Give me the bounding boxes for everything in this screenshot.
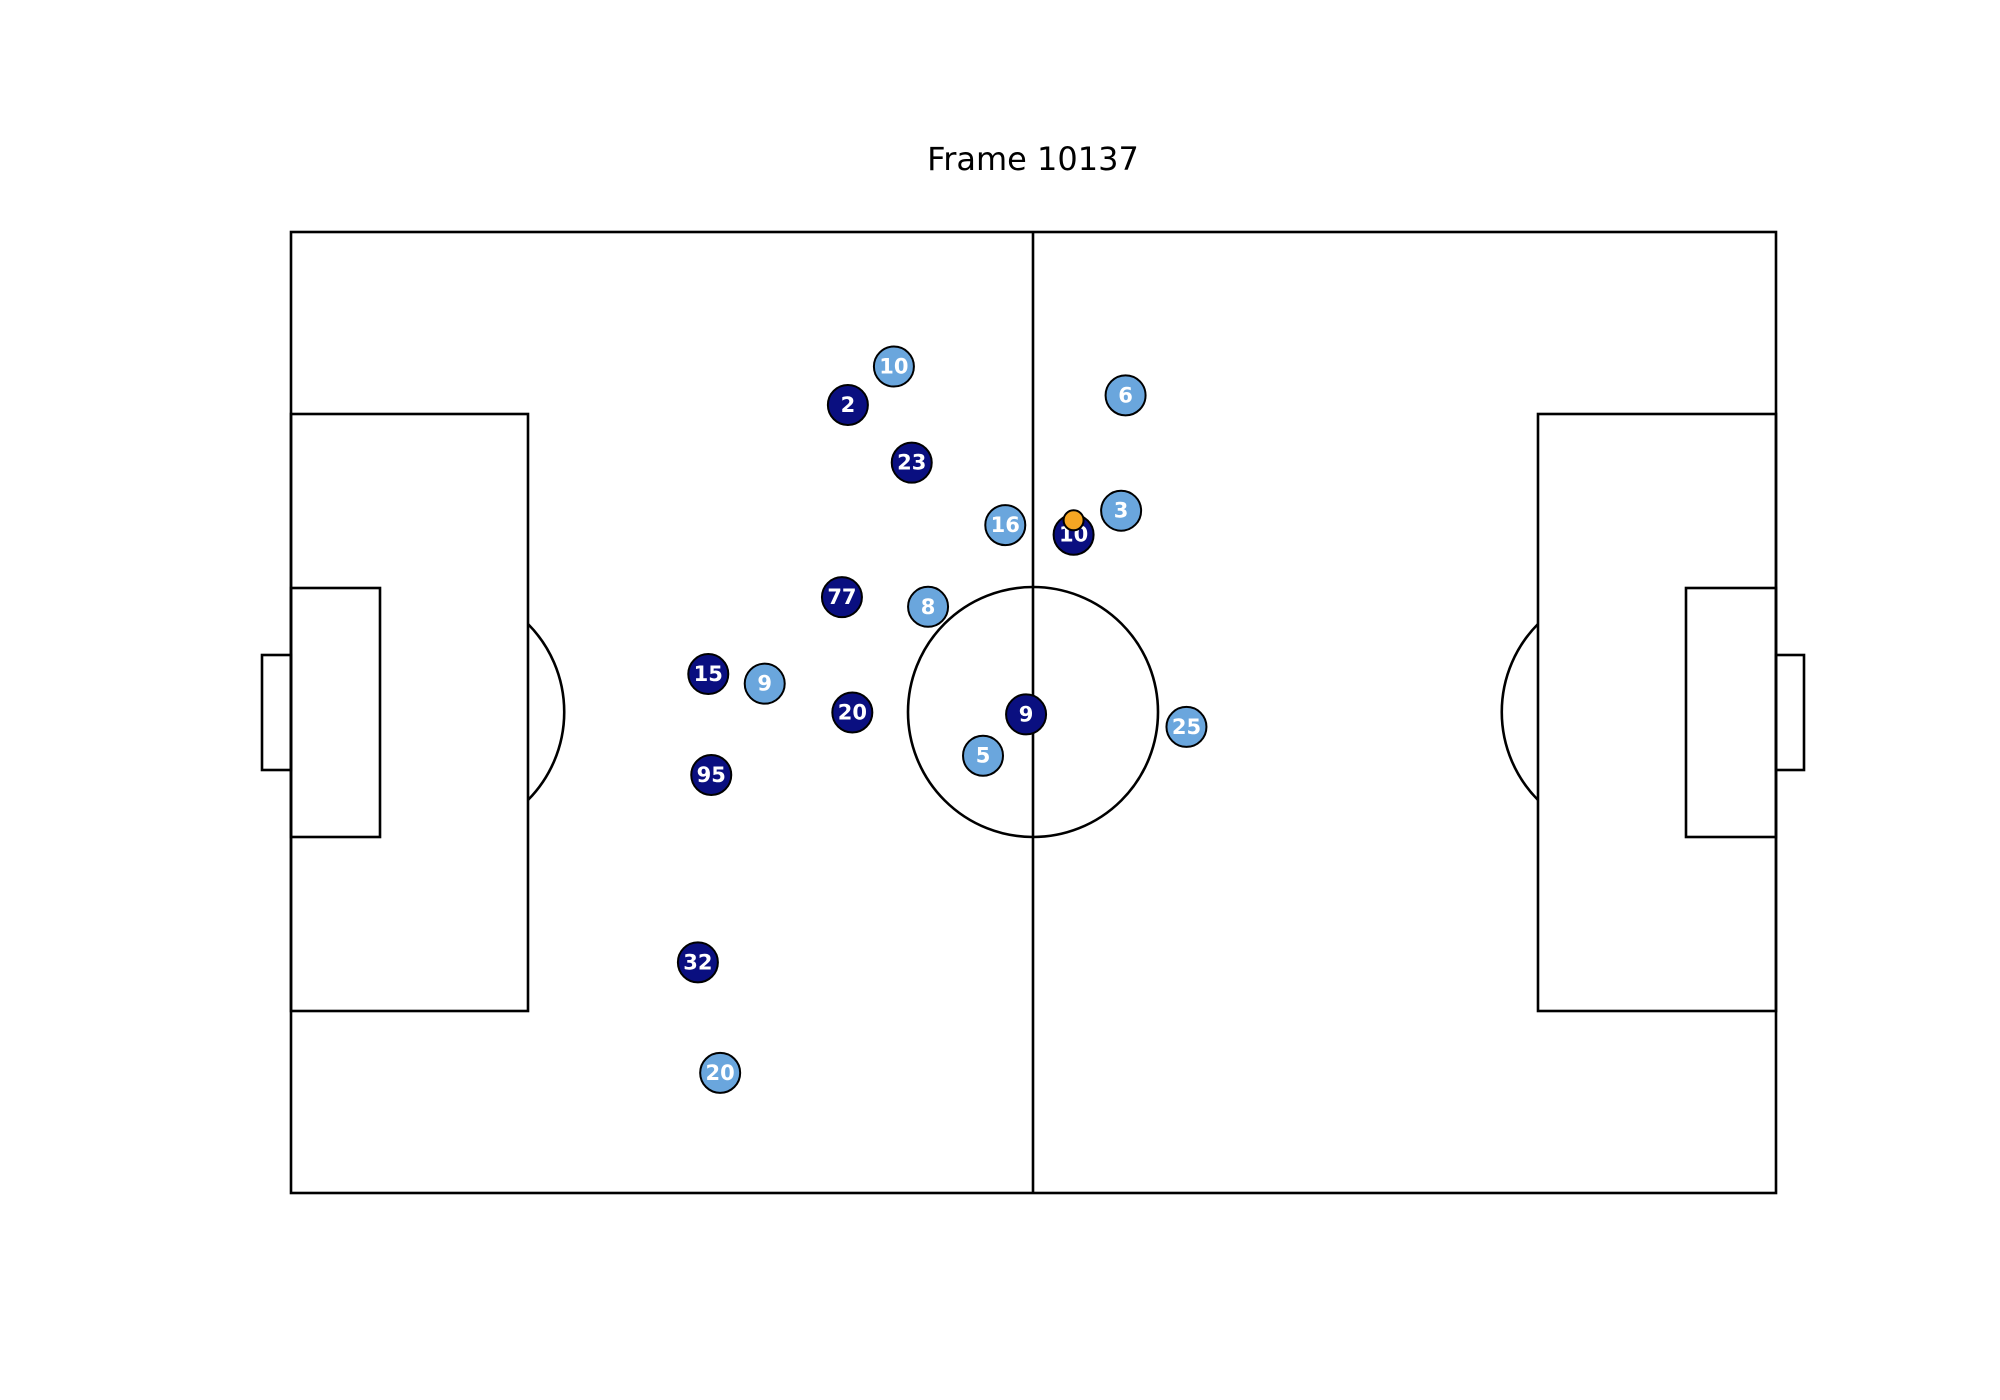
team_b-player-number: 10 — [879, 355, 908, 379]
left-penalty-arc — [527, 623, 566, 801]
team_b-player-marker — [1100, 489, 1143, 532]
team_a-player-32: 32 — [676, 941, 719, 984]
team_b-player-marker — [1165, 705, 1208, 748]
team_b-player-number: 5 — [976, 744, 991, 768]
team_b-player-number: 9 — [757, 672, 772, 696]
team_b-player-10: 10 — [872, 345, 915, 388]
team_b-player-5: 5 — [962, 734, 1005, 777]
right-penalty-box — [1536, 412, 1778, 1013]
team_a-player-23: 23 — [890, 441, 933, 484]
team_b-player-marker — [743, 662, 786, 705]
team_b-player-20: 20 — [699, 1051, 742, 1094]
team_b-player-marker — [962, 734, 1005, 777]
team_b-player-number: 25 — [1172, 715, 1201, 739]
team_a-player-marker — [690, 753, 733, 796]
team_b-player-marker — [872, 345, 915, 388]
team_a-player-marker — [1005, 693, 1048, 736]
right-goal — [1774, 653, 1806, 772]
team_a-player-9: 9 — [1005, 693, 1048, 736]
team_a-player-marker — [826, 383, 869, 426]
center-circle — [906, 585, 1160, 839]
team_a-player-marker — [831, 691, 874, 734]
team_a-player-number: 95 — [697, 763, 726, 787]
team_b-player-number: 3 — [1114, 499, 1129, 523]
team_b-player-9: 9 — [743, 662, 786, 705]
right-penalty-arc — [1500, 623, 1539, 801]
pitch-markings — [260, 230, 1806, 1195]
team_a-player-marker — [687, 653, 730, 696]
team_a-player-number: 23 — [897, 451, 926, 475]
team_b-player-number: 20 — [706, 1061, 735, 1085]
team_b-player-number: 8 — [921, 595, 936, 619]
right-goal-area — [1684, 586, 1778, 839]
team_b-player-marker — [699, 1051, 742, 1094]
team_a-player-2: 2 — [826, 383, 869, 426]
ball-layer — [1062, 509, 1085, 532]
team_a-player-marker — [820, 576, 863, 619]
left-goal-area — [289, 586, 382, 839]
frame-title: Frame 10137 — [927, 140, 1139, 178]
team_b-player-25: 25 — [1165, 705, 1208, 748]
team_a-player-number: 2 — [841, 393, 856, 417]
ball — [1062, 509, 1085, 532]
team_b-player-number: 6 — [1118, 383, 1133, 407]
left-penalty-box — [289, 412, 530, 1013]
team_b-player-3: 3 — [1100, 489, 1143, 532]
team_a-player-number: 32 — [683, 950, 712, 974]
team_a-player-number: 20 — [838, 701, 867, 725]
team_a-player-77: 77 — [820, 576, 863, 619]
team_b-player-6: 6 — [1104, 374, 1147, 417]
team_a-player-marker — [890, 441, 933, 484]
team_a-player-95: 95 — [690, 753, 733, 796]
team_a-player-20: 20 — [831, 691, 874, 734]
team_a-player-number: 15 — [694, 662, 723, 686]
team_b-player-marker — [1104, 374, 1147, 417]
team_a-player-marker — [676, 941, 719, 984]
team_b-player-16: 16 — [984, 504, 1027, 547]
team_a-player-number: 77 — [827, 585, 856, 609]
team_b-player-number: 16 — [991, 513, 1020, 537]
team_b-player-marker — [907, 585, 950, 628]
team_a-player-number: 9 — [1019, 702, 1034, 726]
team_a-player-15: 15 — [687, 653, 730, 696]
team_b-player-8: 8 — [907, 585, 950, 628]
left-goal — [260, 653, 293, 772]
team_b-player-marker — [984, 504, 1027, 547]
